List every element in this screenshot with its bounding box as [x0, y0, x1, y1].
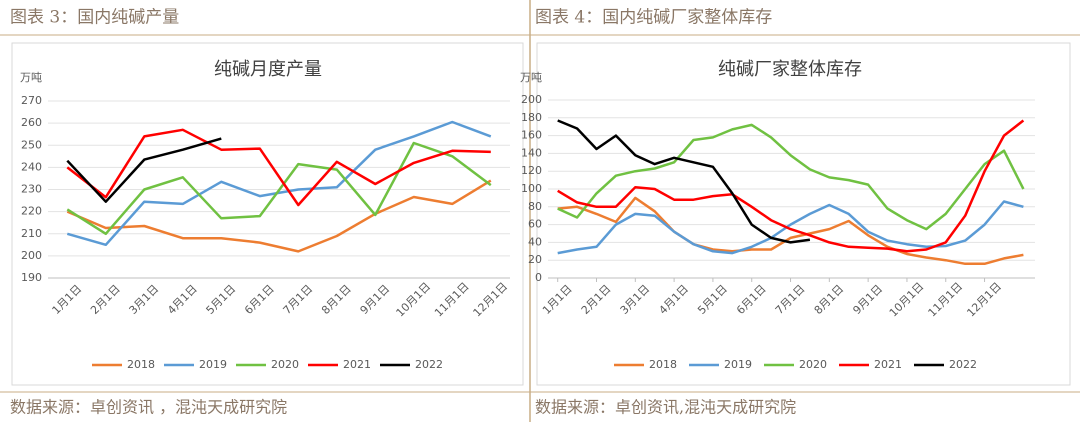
y-tick-label: 200: [21, 249, 42, 262]
x-tick-label: 3月1日: [618, 282, 653, 317]
series-line: [557, 123, 1025, 231]
series-line: [557, 196, 1024, 266]
legend-label: 2020: [271, 358, 299, 371]
x-tick-label: 5月1日: [204, 282, 239, 317]
x-tick-label: 10月1日: [394, 280, 434, 320]
y-tick-label: 190: [21, 271, 42, 284]
source: 数据来源：卓创资讯,混沌天成研究院: [535, 398, 796, 417]
chart-frame: [536, 42, 1071, 386]
y-tick-label: 0: [535, 271, 542, 284]
y-tick-label: 220: [21, 205, 42, 218]
chart-frame: [11, 42, 524, 386]
chart-title: 纯碱厂家整体库存: [718, 59, 862, 80]
x-tick-label: 2月1日: [579, 282, 614, 317]
legend-label: 2022: [949, 358, 977, 371]
chart-title: 纯碱月度产量: [214, 59, 322, 80]
x-tick-label: 3月1日: [127, 282, 162, 317]
legend-label: 2022: [415, 358, 443, 371]
y-tick-label: 270: [21, 94, 42, 107]
x-tick-label: 12月1日: [964, 280, 1004, 320]
x-tick-label: 10月1日: [887, 280, 927, 320]
y-tick-label: 100: [521, 182, 542, 195]
y-tick-label: 240: [21, 160, 42, 173]
y-tick-label: 60: [528, 218, 542, 231]
x-tick-label: 6月1日: [242, 282, 277, 317]
x-tick-label: 12月1日: [471, 280, 511, 320]
x-tick-label: 8月1日: [812, 282, 847, 317]
y-tick-label: 210: [21, 227, 42, 240]
y-tick-label: 250: [21, 138, 42, 151]
y-tick-label: 260: [21, 116, 42, 129]
legend-label: 2020: [799, 358, 827, 371]
figure-title: 图表 3：国内纯碱产量: [10, 8, 179, 28]
series-line: [66, 120, 492, 247]
x-tick-label: 7月1日: [773, 282, 808, 317]
legend-label: 2018: [649, 358, 677, 371]
x-tick-label: 9月1日: [850, 282, 885, 317]
x-tick-label: 1月1日: [540, 282, 575, 317]
legend-label: 2021: [343, 358, 371, 371]
series-line: [557, 200, 1024, 255]
x-tick-label: 9月1日: [358, 282, 393, 317]
series-line: [66, 137, 222, 203]
series-line: [66, 128, 491, 207]
y-tick-label: 140: [521, 146, 542, 159]
y-tick-label: 80: [528, 200, 542, 213]
x-tick-label: 7月1日: [281, 282, 316, 317]
legend-label: 2019: [199, 358, 227, 371]
x-tick-label: 5月1日: [695, 282, 730, 317]
series-line: [66, 141, 492, 236]
x-tick-label: 2月1日: [88, 282, 123, 317]
legend-label: 2018: [127, 358, 155, 371]
series-line: [66, 179, 492, 253]
legend-label: 2019: [724, 358, 752, 371]
x-tick-label: 6月1日: [734, 282, 769, 317]
x-tick-label: 8月1日: [319, 282, 354, 317]
y-axis-label: 万吨: [520, 71, 542, 84]
series-line: [557, 119, 811, 244]
x-tick-label: 4月1日: [656, 282, 691, 317]
y-tick-label: 160: [521, 129, 542, 142]
x-tick-label: 4月1日: [165, 282, 200, 317]
legend-label: 2021: [874, 358, 902, 371]
source: 数据来源：卓创资讯 ，混沌天成研究院: [10, 398, 287, 417]
x-tick-label: 1月1日: [50, 282, 85, 317]
y-tick-label: 230: [21, 183, 42, 196]
series-line: [557, 119, 1025, 253]
y-tick-label: 200: [521, 93, 542, 106]
y-axis-label: 万吨: [20, 71, 42, 84]
x-tick-label: 11月1日: [926, 280, 966, 320]
y-tick-label: 20: [528, 253, 542, 266]
y-tick-label: 180: [521, 111, 542, 124]
figure-title: 图表 4：国内纯碱厂家整体库存: [535, 8, 772, 28]
y-tick-label: 40: [528, 235, 542, 248]
y-tick-label: 120: [521, 164, 542, 177]
x-tick-label: 11月1日: [432, 280, 472, 320]
